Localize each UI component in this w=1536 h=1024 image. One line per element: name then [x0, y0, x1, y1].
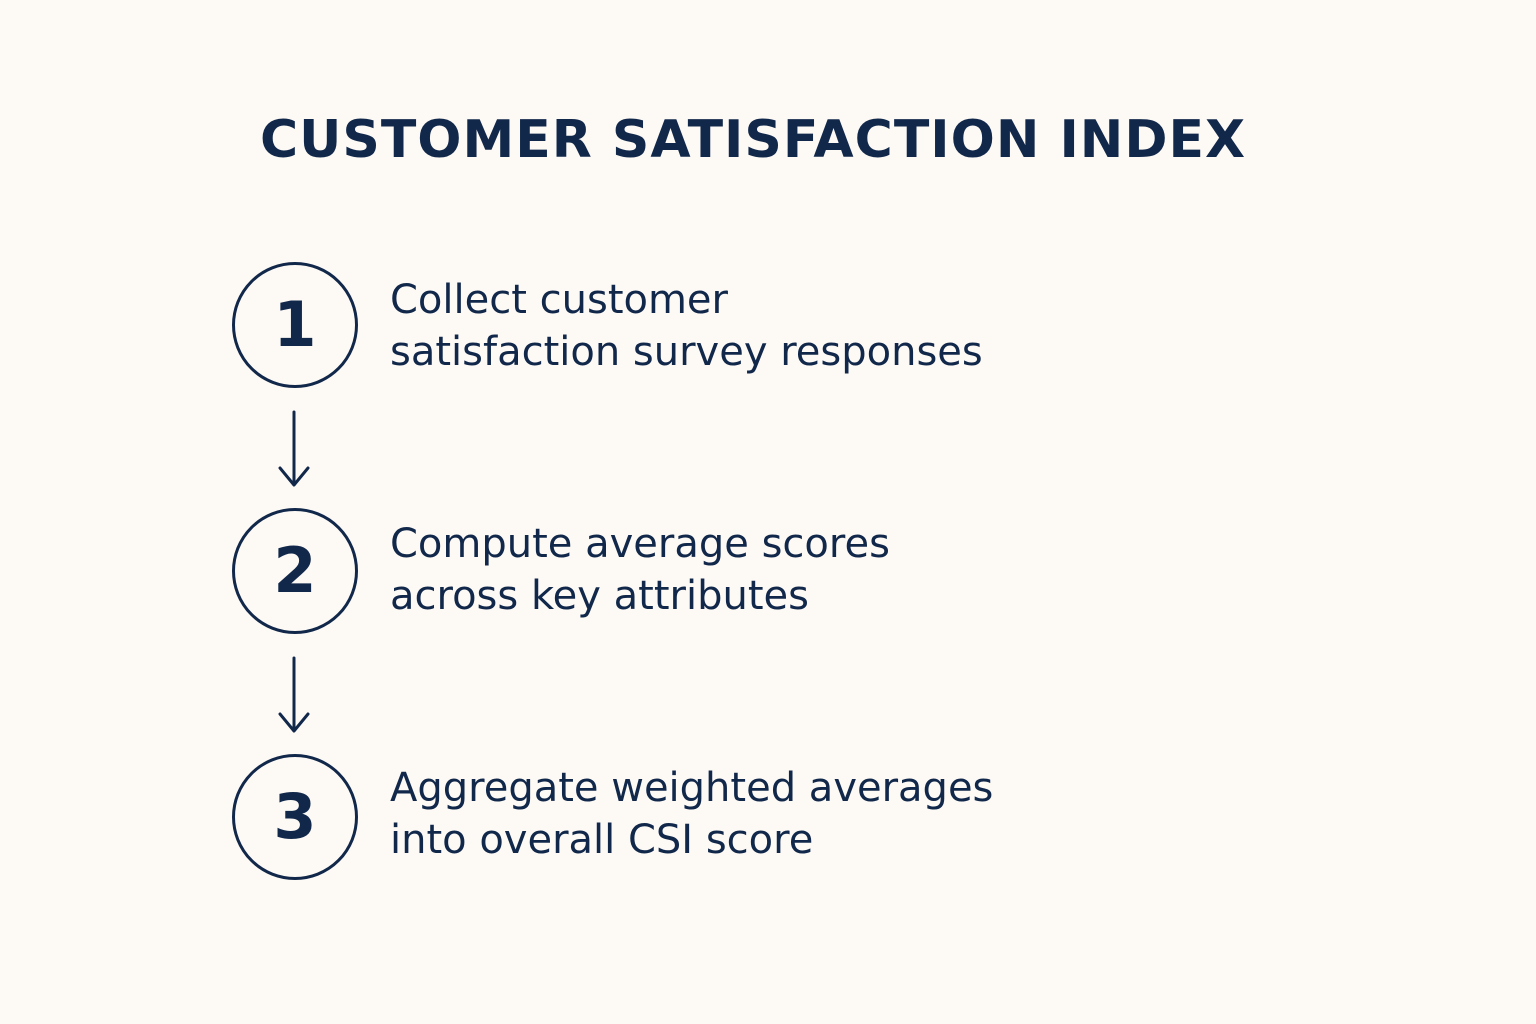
step-1-number: 1	[273, 288, 317, 361]
step-3: 3 Aggregate weighted averages into overa…	[232, 754, 1132, 882]
step-3-line-2: into overall CSI score	[390, 817, 814, 863]
step-2-text: Compute average scores across key attrib…	[390, 518, 890, 622]
step-2-circle: 2	[232, 508, 358, 634]
step-1: 1 Collect customer satisfaction survey r…	[232, 262, 1132, 390]
step-3-circle: 3	[232, 754, 358, 880]
step-2-number: 2	[273, 534, 317, 607]
step-1-text: Collect customer satisfaction survey res…	[390, 274, 983, 378]
step-3-number: 3	[273, 780, 317, 853]
diagram-title: CUSTOMER SATISFACTION INDEX	[260, 110, 1247, 170]
step-3-text: Aggregate weighted averages into overall…	[390, 762, 993, 866]
arrow-down-icon	[278, 656, 310, 733]
step-2: 2 Compute average scores across key attr…	[232, 508, 1132, 636]
step-1-line-1: Collect customer	[390, 277, 728, 323]
step-1-circle: 1	[232, 262, 358, 388]
step-1-line-2: satisfaction survey responses	[390, 329, 983, 375]
step-2-line-2: across key attributes	[390, 573, 809, 619]
step-3-line-1: Aggregate weighted averages	[390, 765, 994, 811]
step-2-line-1: Compute average scores	[390, 521, 890, 567]
arrow-down-icon	[278, 410, 310, 487]
